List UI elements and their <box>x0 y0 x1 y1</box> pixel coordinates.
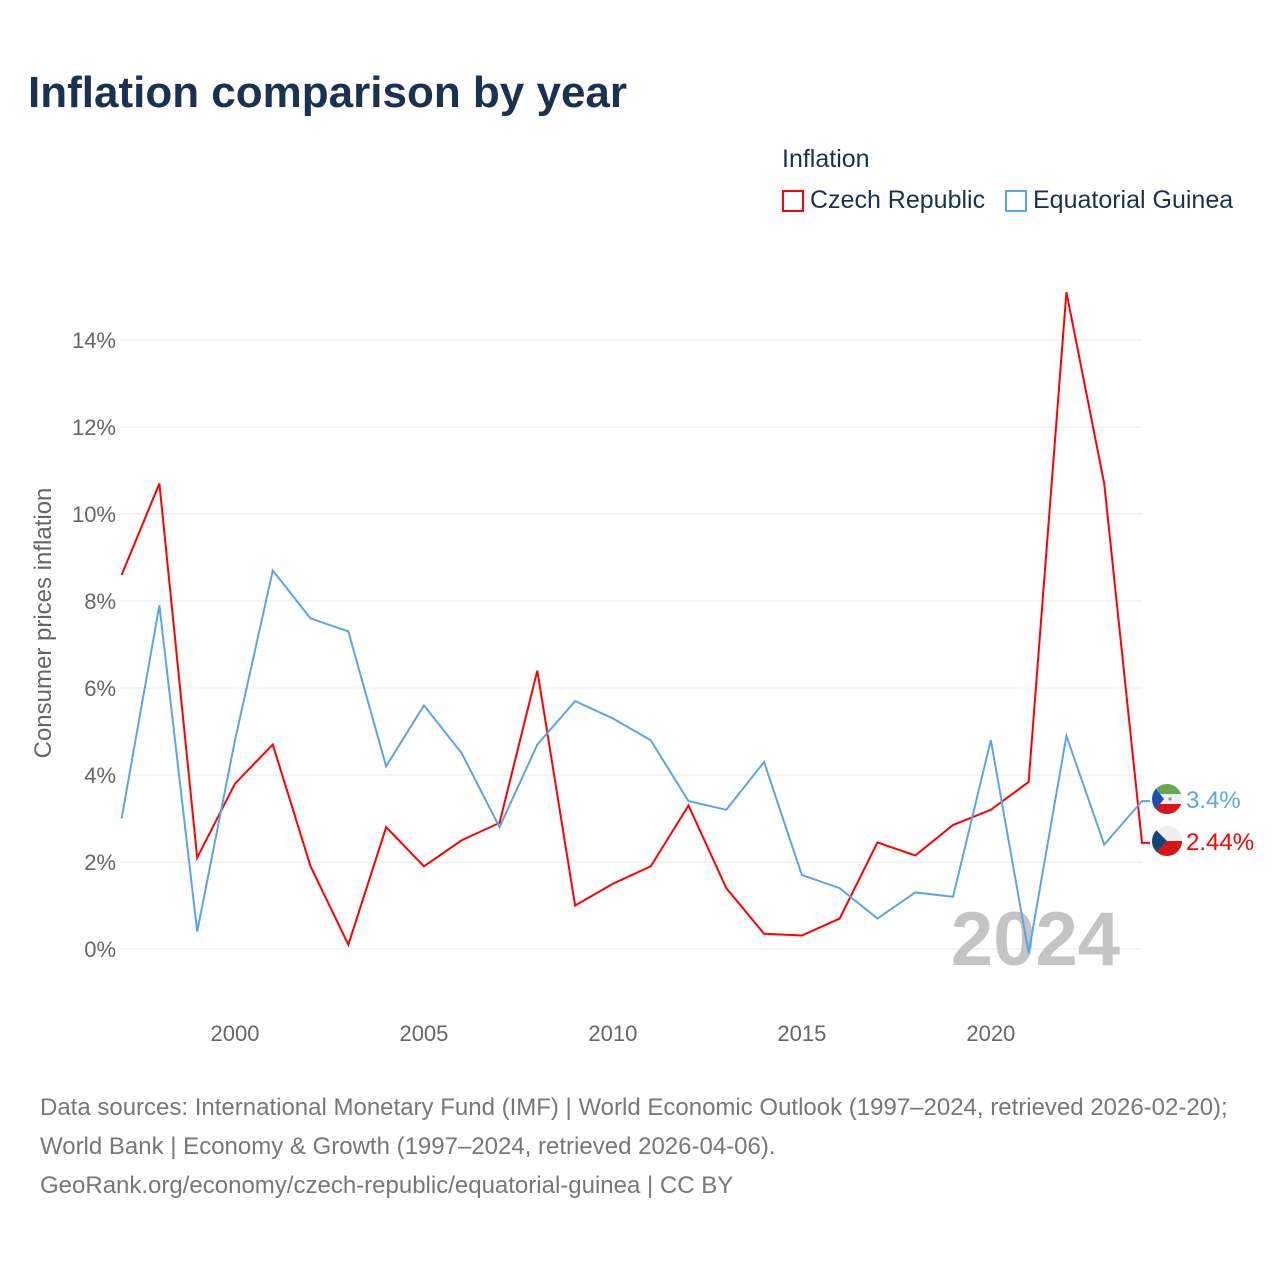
y-tick-label: 10% <box>72 502 116 527</box>
y-tick-label: 6% <box>84 676 116 701</box>
x-tick-label: 2010 <box>588 1021 637 1046</box>
legend-label: Czech Republic <box>810 186 986 214</box>
end-value-label: 3.4% <box>1186 787 1241 814</box>
equatorial-guinea-flag-icon <box>1152 784 1182 814</box>
y-tick-label: 12% <box>72 415 116 440</box>
chart-title: Inflation comparison by year <box>28 68 628 117</box>
x-tick-label: 2020 <box>966 1021 1015 1046</box>
legend-title: Inflation <box>782 145 870 173</box>
legend-label: Equatorial Guinea <box>1033 186 1234 214</box>
series-line-equatorial-guinea <box>120 568 1150 954</box>
footer: Data sources: International Monetary Fun… <box>40 1088 1250 1205</box>
end-value-label: 2.44% <box>1186 829 1254 856</box>
legend-item-czech-republic[interactable]: Czech Republic <box>782 186 985 215</box>
x-tick-label: 2015 <box>777 1021 826 1046</box>
source-url[interactable]: GeoRank.org/economy/czech-republic/equat… <box>40 1172 734 1199</box>
x-tick-label: 2000 <box>211 1021 260 1046</box>
y-tick-label: 8% <box>84 589 116 614</box>
y-axis-label: Consumer prices inflation <box>30 488 57 759</box>
legend-swatch <box>1005 189 1027 212</box>
czech-flag-icon <box>1152 826 1182 856</box>
x-tick-label: 2005 <box>399 1021 448 1046</box>
series-line-czech-republic <box>120 291 1150 948</box>
y-tick-label: 14% <box>72 328 116 353</box>
y-tick-label: 0% <box>84 937 116 962</box>
y-tick-label: 4% <box>84 763 116 788</box>
y-tick-label: 2% <box>84 850 116 875</box>
legend-item-equatorial-guinea[interactable]: Equatorial Guinea <box>1005 186 1233 215</box>
legend-swatch <box>782 189 804 212</box>
data-sources: Data sources: International Monetary Fun… <box>40 1094 1228 1160</box>
